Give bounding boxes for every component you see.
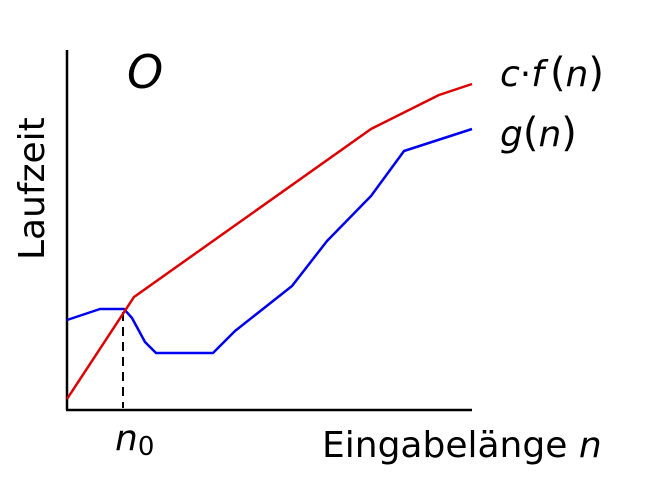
cf-curve — [65, 82, 473, 400]
cf-label: c·f (n) — [500, 50, 604, 96]
diagram-title: O — [127, 45, 163, 99]
n0-label: n0 — [115, 418, 154, 462]
g-curve — [66, 127, 473, 355]
g-label: g(n) — [500, 110, 577, 156]
y-axis-label: Laufzeit — [12, 117, 53, 260]
x-axis-label: Eingabelänge n — [322, 425, 602, 466]
